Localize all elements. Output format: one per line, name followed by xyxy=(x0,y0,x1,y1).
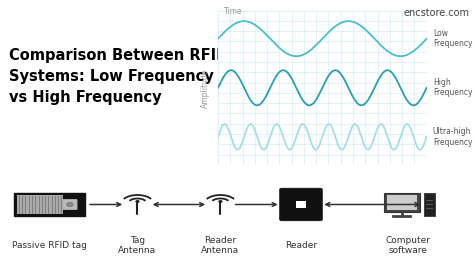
Text: Comparison Between RFID
Systems: Low Frequency
vs High Frequency: Comparison Between RFID Systems: Low Fre… xyxy=(9,48,228,105)
Text: Reader: Reader xyxy=(285,241,317,250)
Circle shape xyxy=(219,200,223,203)
FancyBboxPatch shape xyxy=(426,200,433,202)
FancyBboxPatch shape xyxy=(14,193,85,217)
Circle shape xyxy=(136,200,140,203)
FancyBboxPatch shape xyxy=(63,200,77,210)
Circle shape xyxy=(66,202,73,207)
Text: Amplitude: Amplitude xyxy=(201,68,210,107)
FancyBboxPatch shape xyxy=(296,201,306,208)
Text: Ultra-high
Frequency: Ultra-high Frequency xyxy=(433,127,473,147)
FancyBboxPatch shape xyxy=(426,208,433,210)
Text: Time: Time xyxy=(224,7,243,16)
FancyBboxPatch shape xyxy=(280,188,322,221)
Text: High
Frequency: High Frequency xyxy=(433,78,473,97)
Text: Computer
software: Computer software xyxy=(385,236,430,255)
FancyBboxPatch shape xyxy=(426,204,433,205)
FancyBboxPatch shape xyxy=(17,194,64,214)
Text: Passive RFID tag: Passive RFID tag xyxy=(12,241,87,250)
FancyBboxPatch shape xyxy=(387,195,418,210)
FancyBboxPatch shape xyxy=(424,193,435,217)
FancyBboxPatch shape xyxy=(384,193,420,212)
Text: Low
Frequency: Low Frequency xyxy=(433,29,473,48)
Text: Reader
Antenna: Reader Antenna xyxy=(201,236,239,255)
Text: encstore.com: encstore.com xyxy=(403,8,469,18)
Text: Tag
Antenna: Tag Antenna xyxy=(118,236,156,255)
